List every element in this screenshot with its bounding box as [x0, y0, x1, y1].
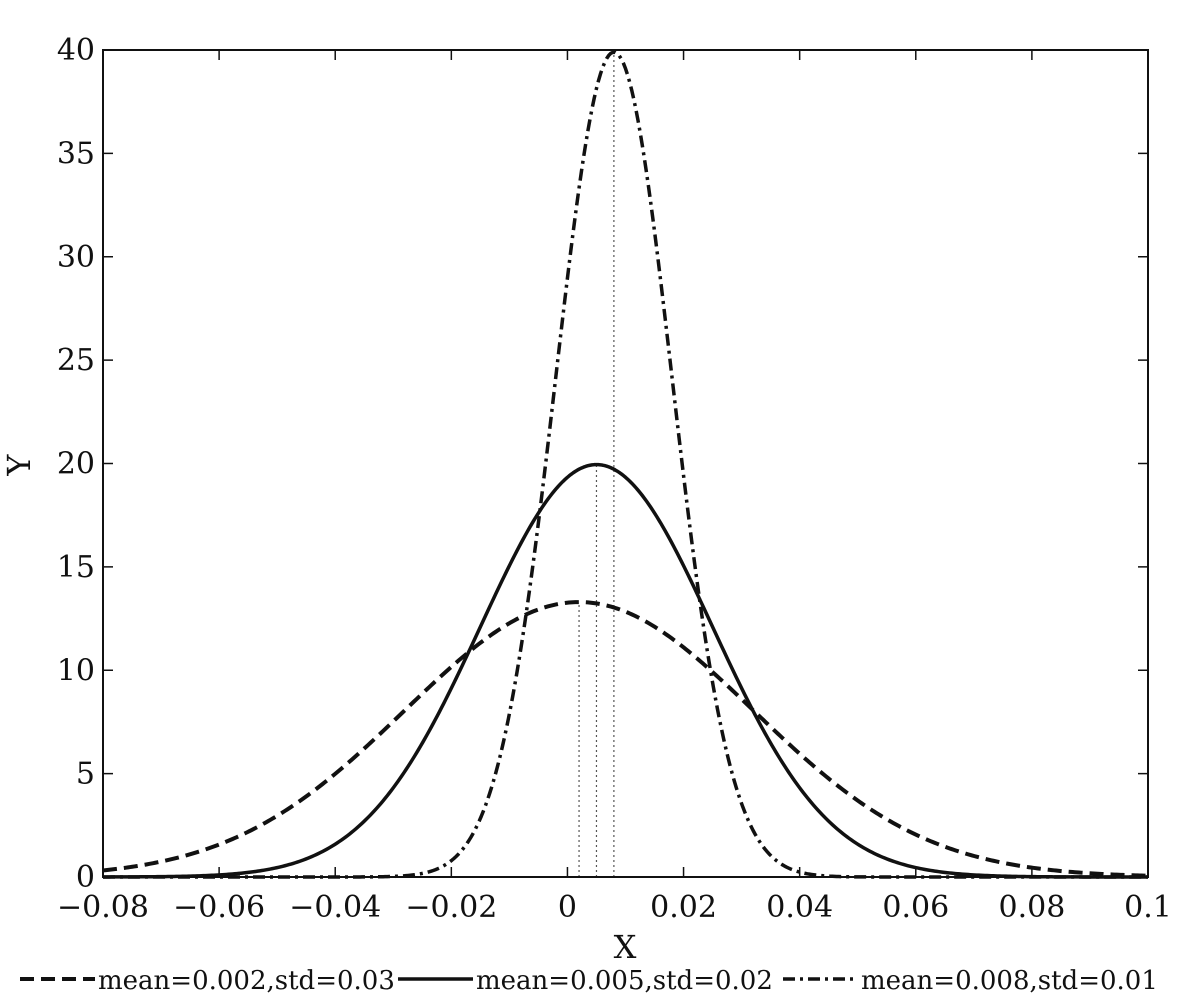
x-tick-label: −0.08 — [57, 890, 149, 925]
y-tick-label: 40 — [57, 33, 95, 68]
x-tick-label: 0.1 — [1124, 890, 1172, 925]
series-line — [103, 462, 1148, 879]
y-axis-title: Y — [0, 454, 38, 477]
x-axis-ticks — [102, 50, 1149, 877]
x-tick-label: 0 — [558, 890, 577, 925]
x-tick-label: 0.04 — [766, 890, 833, 925]
plot-frame — [102, 49, 1149, 878]
series-line — [102, 600, 1149, 878]
peak-marker-lines — [578, 52, 615, 877]
x-tick-label: −0.04 — [289, 890, 381, 925]
legend-label: mean=0.005,std=0.02 — [476, 966, 773, 996]
x-tick-label: 0.08 — [998, 890, 1065, 925]
legend: mean=0.002,std=0.03 mean=0.005,std=0.02 me… — [20, 966, 1158, 996]
y-tick-label: 5 — [76, 757, 95, 792]
x-axis-title: X — [614, 928, 637, 966]
y-tick-labels: 0 5 10 15 20 25 30 35 40 — [57, 33, 95, 895]
y-tick-label: 25 — [57, 343, 95, 378]
x-tick-label: 0.02 — [650, 890, 717, 925]
y-tick-label: 20 — [57, 447, 95, 482]
legend-label: mean=0.002,std=0.03 — [98, 966, 395, 996]
y-tick-label: 35 — [57, 136, 95, 171]
y-tick-label: 15 — [57, 550, 95, 585]
legend-label: mean=0.008,std=0.01 — [861, 966, 1158, 996]
y-tick-label: 30 — [57, 240, 95, 275]
y-tick-label: 0 — [76, 860, 95, 895]
x-tick-label: 0.06 — [882, 890, 949, 925]
y-tick-label: 10 — [57, 653, 95, 688]
x-tick-labels: −0.08 −0.06 −0.04 −0.02 0 0.02 0.04 0.06 0.08 0.1 — [57, 890, 1172, 925]
plot-area — [103, 50, 1148, 877]
x-tick-label: −0.02 — [405, 890, 497, 925]
x-tick-label: −0.06 — [173, 890, 265, 925]
